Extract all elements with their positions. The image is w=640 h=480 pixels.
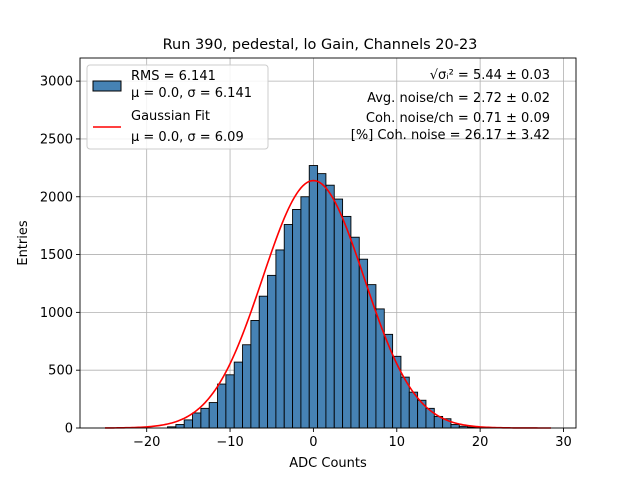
gaussian-fit-line xyxy=(105,179,551,429)
x-tick-label: −20 xyxy=(133,435,160,450)
x-tick-label: −10 xyxy=(216,435,243,450)
annotation-sigma-sum: √σᵢ² = 5.44 ± 0.03 xyxy=(430,68,550,83)
histogram-bar xyxy=(308,165,319,429)
legend-histogram-swatch xyxy=(92,80,122,92)
x-tick-label: 0 xyxy=(309,435,317,450)
histogram-bar xyxy=(175,424,185,429)
histogram-bar xyxy=(192,412,202,429)
histogram-bar xyxy=(292,209,302,429)
legend-histogram-label-line1: RMS = 6.141 xyxy=(131,69,216,84)
histogram-bar xyxy=(233,361,244,429)
histogram-bar xyxy=(225,374,235,429)
plot-frame xyxy=(79,57,577,429)
annotation-coh-noise-percent: [%] Coh. noise = 26.17 ± 3.42 xyxy=(351,128,550,143)
histogram-bar xyxy=(342,215,352,429)
annotation-avg-noise: Avg. noise/ch = 2.72 ± 0.02 xyxy=(367,91,550,106)
histogram-bar xyxy=(250,320,260,429)
histogram-bar xyxy=(200,407,210,429)
histogram-bar xyxy=(383,333,394,429)
y-axis-ticks: 0 500 1000 1500 2000 2500 3000 xyxy=(40,75,80,437)
histogram-bar xyxy=(275,249,285,429)
histogram-bar xyxy=(333,198,344,429)
x-tick-label: 30 xyxy=(555,435,572,450)
x-axis-label: ADC Counts xyxy=(289,456,367,471)
histogram-bar xyxy=(300,196,310,429)
x-axis-ticks: −20 −10 0 10 20 30 xyxy=(133,428,572,450)
legend-fit-label-line1: Gaussian Fit xyxy=(131,109,210,124)
y-tick-label: 2500 xyxy=(40,132,73,147)
histogram-bar xyxy=(450,424,460,429)
histogram-bar xyxy=(258,295,269,429)
y-tick-label: 1500 xyxy=(40,248,73,263)
histogram-bar xyxy=(375,308,385,429)
histogram-bar xyxy=(283,224,294,429)
noise-annotations: √σᵢ² = 5.44 ± 0.03 Avg. noise/ch = 2.72 … xyxy=(351,68,550,143)
x-tick-label: 20 xyxy=(472,435,489,450)
annotation-sigma-value: = 5.44 ± 0.03 xyxy=(454,68,550,83)
histogram-bar xyxy=(183,419,193,429)
legend-fit-label-line2: μ = 0.0, σ = 6.09 xyxy=(131,130,244,145)
y-tick-label: 1000 xyxy=(40,306,73,321)
histogram-bar xyxy=(217,383,227,429)
histogram-bar xyxy=(417,399,427,429)
histogram-bar xyxy=(367,284,377,429)
histogram-bar xyxy=(267,274,277,429)
histogram-bar xyxy=(325,184,335,429)
histogram-bar xyxy=(242,344,252,429)
y-axis-label: Entries xyxy=(16,220,31,266)
y-tick-label: 3000 xyxy=(40,75,73,90)
histogram-bar xyxy=(317,173,327,429)
histogram-bar xyxy=(208,402,218,429)
chart-title: Run 390, pedestal, lo Gain, Channels 20-… xyxy=(163,37,478,53)
annotation-coh-noise: Coh. noise/ch = 0.71 ± 0.09 xyxy=(366,111,550,126)
histogram-bars xyxy=(167,165,502,429)
y-tick-label: 500 xyxy=(48,364,73,379)
annotation-sigma-formula: √σᵢ² xyxy=(430,68,454,83)
legend-histogram-label-line2: μ = 0.0, σ = 6.141 xyxy=(131,86,252,101)
histogram-bar xyxy=(350,236,360,429)
histogram-bar xyxy=(392,355,402,429)
legend: RMS = 6.141 μ = 0.0, σ = 6.141 Gaussian … xyxy=(86,64,269,150)
x-tick-label: 10 xyxy=(388,435,405,450)
y-tick-label: 0 xyxy=(65,422,73,437)
y-tick-label: 2000 xyxy=(40,190,73,205)
legend-frame xyxy=(86,64,269,150)
